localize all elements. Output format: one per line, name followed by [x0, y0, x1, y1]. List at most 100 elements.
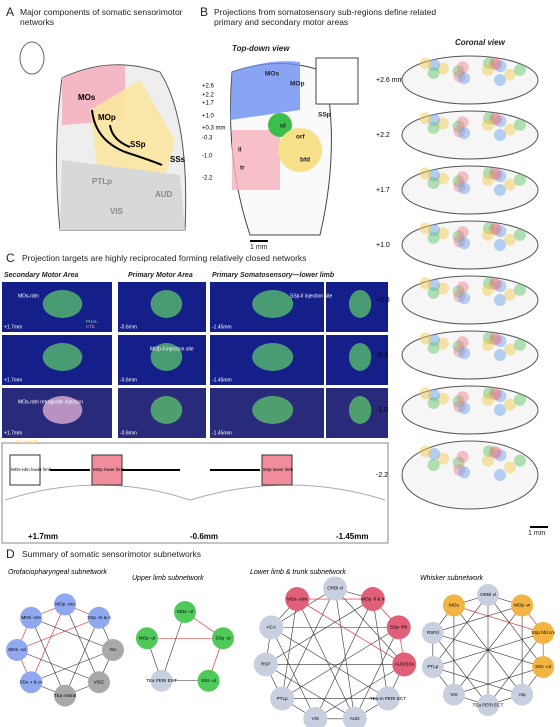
label-cluster [513, 228, 526, 241]
section [401, 440, 539, 510]
level-label: -0.3 [202, 136, 213, 142]
signal [348, 396, 372, 424]
label-cluster [458, 466, 471, 479]
node [532, 656, 555, 679]
section [401, 55, 539, 105]
level-label: -0.3 [376, 352, 388, 359]
label-cluster [483, 112, 496, 125]
region-label: orf [296, 134, 306, 141]
view-heading: Coronal view [455, 38, 505, 47]
label-cluster [427, 176, 440, 189]
label-cluster [503, 288, 516, 301]
level-label: +1.7mm [4, 377, 22, 383]
node [54, 684, 76, 707]
label-cluster [488, 167, 501, 180]
label-cluster [436, 392, 449, 405]
label-cluster [481, 118, 494, 131]
node [87, 606, 110, 629]
scale-bar [530, 526, 548, 528]
level-label: -2.2 [376, 472, 388, 479]
label-cluster [513, 63, 526, 76]
node [511, 594, 534, 617]
annotation: MOp-ll injection site [150, 346, 194, 352]
level-label: -1.45mm [212, 377, 232, 383]
label-cluster [494, 225, 507, 238]
label-cluster [494, 280, 507, 293]
label-cluster [427, 66, 440, 79]
label-cluster [503, 68, 516, 81]
section [401, 385, 539, 435]
edge [334, 588, 405, 665]
edge [265, 598, 374, 665]
edge [315, 664, 405, 720]
label-cluster [427, 121, 440, 134]
label-cluster [481, 173, 494, 186]
label-cluster [419, 112, 432, 125]
edge [296, 598, 355, 719]
node [253, 652, 278, 677]
label-cluster [488, 446, 501, 459]
edge [487, 594, 544, 668]
region-box-label: SSp lower limb [263, 467, 294, 472]
panel-title: Projections from somatosensory sub-regio… [214, 7, 437, 27]
label-cluster [428, 114, 441, 127]
label-cluster [452, 230, 465, 243]
column-title: Primary Motor Area [128, 272, 193, 279]
level-label: -0.6mm [120, 377, 137, 383]
label-cluster [456, 450, 469, 463]
mouse-icon [19, 41, 45, 75]
edge [271, 627, 316, 719]
signal [150, 290, 183, 318]
label-cluster [419, 332, 432, 345]
panel-letter: C [6, 251, 15, 265]
node [20, 606, 43, 629]
level-label: -0.6mm [120, 430, 137, 436]
node-label: MOs -oro [21, 615, 41, 620]
edge [281, 627, 399, 699]
ul-region [268, 113, 292, 137]
section [401, 275, 539, 325]
label-cluster [489, 223, 502, 236]
edge [453, 666, 544, 695]
level-label: -2.2 [202, 176, 213, 182]
node [442, 594, 465, 617]
label-cluster [428, 224, 441, 237]
region-label: bfd [300, 157, 310, 164]
level-label: +1.0 [202, 114, 215, 120]
label-cluster [427, 231, 440, 244]
node [442, 683, 465, 706]
node-label: ACA [267, 625, 277, 630]
label-cluster [481, 393, 494, 406]
label-cluster [494, 469, 506, 481]
signal [252, 396, 294, 424]
signal [348, 290, 372, 318]
label-cluster [488, 387, 501, 400]
scale-bar [250, 240, 268, 242]
region-label: tr [240, 165, 245, 172]
label-cluster [503, 178, 516, 191]
edge [161, 611, 186, 681]
node-label: SSs -ul [201, 678, 216, 683]
region-label: MOs [78, 93, 96, 102]
node [6, 639, 28, 661]
region-label: VIS [110, 207, 124, 216]
label-cluster [436, 172, 449, 185]
level-label: +2.6 mm [376, 77, 404, 84]
legend-label: PHAL [86, 319, 98, 324]
level-label: -1.45mm [212, 430, 232, 436]
label-cluster [481, 228, 494, 241]
node [197, 669, 220, 692]
label-cluster [427, 341, 440, 354]
scale-label: 1 mm [250, 244, 268, 251]
label-cluster [453, 235, 466, 248]
node [174, 601, 196, 623]
panel-title: Summary of somatic sensorimotor subnetwo… [22, 549, 202, 559]
panel-letter: D [6, 547, 15, 561]
level-label: +1.0 [376, 242, 390, 249]
annotation: MOs-rdm retrograde injection [18, 399, 83, 405]
label-cluster [456, 336, 469, 349]
label-cluster [456, 226, 469, 239]
edge [334, 588, 356, 719]
label-cluster [513, 454, 526, 467]
